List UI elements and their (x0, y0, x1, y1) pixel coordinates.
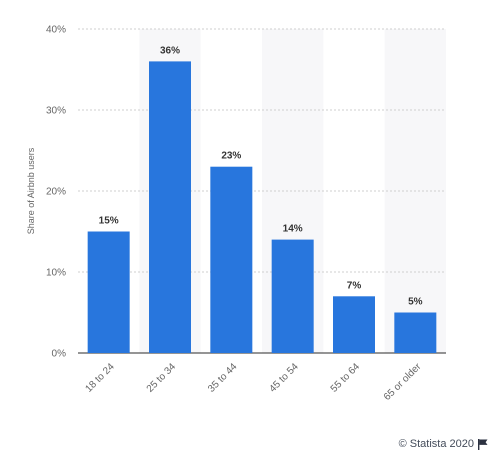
bar[interactable] (271, 239, 314, 353)
y-axis-ticks: 0% 10% 20% 30% 40% (46, 25, 66, 360)
bar[interactable] (333, 296, 375, 353)
footer: © Statista 2020 (399, 438, 488, 450)
bars (87, 61, 437, 354)
x-tick-label: 35 to 44 (206, 361, 240, 395)
x-tick-label: 55 to 64 (329, 361, 363, 395)
x-tick-label: 25 to 34 (145, 361, 179, 395)
y-tick-label: 0% (52, 349, 67, 360)
x-tick-label: 65 or older (382, 361, 424, 403)
statista-credit[interactable]: © Statista 2020 (398, 438, 474, 450)
bar[interactable] (149, 61, 191, 354)
x-tick-label: 45 to 54 (267, 361, 301, 395)
data-labels: 15% 36% 23% 14% 7% 5% (99, 45, 423, 307)
data-label: 5% (408, 297, 423, 308)
y-axis-title: Share of Airbnb users (26, 147, 36, 234)
gridlines (78, 28, 446, 354)
data-label: 15% (99, 216, 119, 227)
data-label: 36% (160, 45, 180, 56)
bar[interactable] (394, 312, 437, 354)
data-label: 23% (221, 151, 241, 162)
y-tick-label: 40% (46, 25, 66, 36)
y-tick-label: 30% (46, 106, 66, 117)
y-tick-label: 10% (46, 268, 66, 279)
x-axis-ticks: 18 to 24 25 to 34 35 to 44 45 to 54 55 to 64… (83, 361, 423, 403)
data-label: 7% (347, 280, 362, 291)
x-tick-label: 18 to 24 (83, 361, 117, 395)
y-tick-label: 20% (46, 187, 66, 198)
bar[interactable] (87, 231, 130, 354)
data-label: 14% (283, 224, 303, 235)
flag-icon[interactable] (478, 438, 488, 450)
bar[interactable] (210, 166, 253, 353)
